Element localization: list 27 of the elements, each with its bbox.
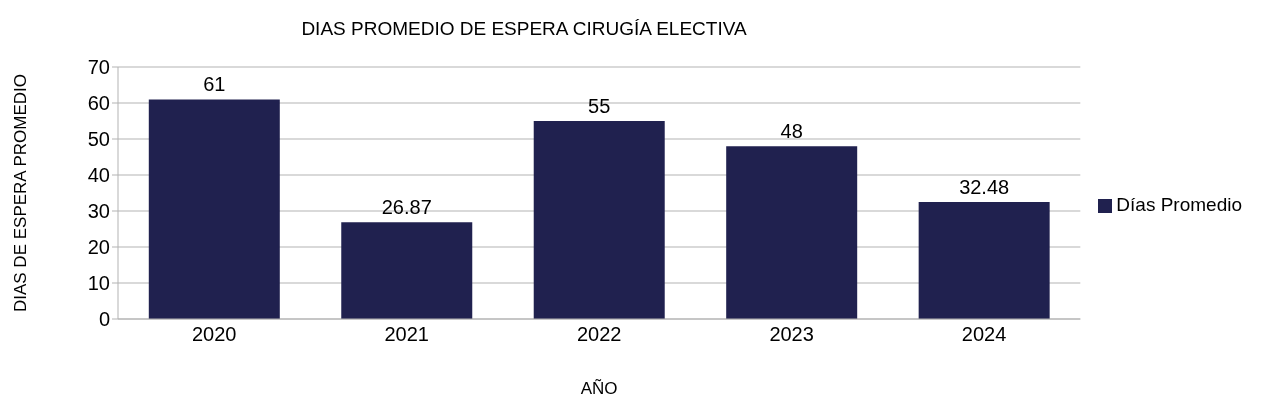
y-tick-label: 10 xyxy=(87,272,110,295)
legend-label: Días Promedio xyxy=(1116,194,1242,215)
bar xyxy=(341,222,473,319)
y-tick-label: 70 xyxy=(87,56,110,79)
x-axis-title: AÑO xyxy=(580,379,618,398)
y-tick-label: 30 xyxy=(87,200,110,223)
bar xyxy=(726,146,858,319)
chart-title: DIAS PROMEDIO DE ESPERA CIRUGÍA ELECTIVA xyxy=(300,18,748,40)
x-tick-label: 2024 xyxy=(961,323,1007,346)
bar xyxy=(148,99,280,319)
y-tick-label: 40 xyxy=(87,164,110,187)
y-tick-label: 60 xyxy=(87,92,110,115)
y-tick-label: 20 xyxy=(87,236,110,259)
data-label: 32.48 xyxy=(959,176,1010,199)
x-tick-label: 2020 xyxy=(191,323,237,346)
data-label: 26.87 xyxy=(381,196,432,219)
y-tick-label: 50 xyxy=(87,128,110,151)
bar xyxy=(918,202,1050,319)
x-tick-label: 2023 xyxy=(769,323,814,346)
y-axis-title: DIAS DE ESPERA PROMEDIO xyxy=(11,73,31,313)
x-tick-label: 2021 xyxy=(384,323,429,346)
bar xyxy=(533,121,665,319)
data-label: 55 xyxy=(588,95,611,117)
y-tick-label: 0 xyxy=(98,308,110,331)
x-tick-label: 2022 xyxy=(576,323,622,346)
data-label: 61 xyxy=(203,73,226,96)
data-label: 48 xyxy=(780,120,803,143)
